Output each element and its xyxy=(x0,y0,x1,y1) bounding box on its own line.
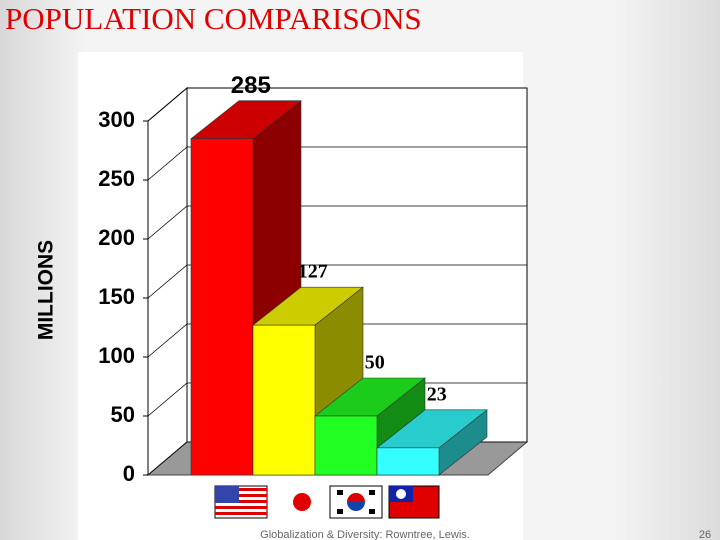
y-tick-label: 300 xyxy=(98,107,135,132)
y-axis-label: MILLIONS xyxy=(35,240,58,340)
grid-line xyxy=(147,146,527,181)
data-label: 127 xyxy=(298,261,328,283)
flag-usa xyxy=(214,485,268,519)
bar xyxy=(252,324,316,476)
y-tick-label: 0 xyxy=(123,461,135,486)
grid-line xyxy=(147,264,527,299)
grid-line xyxy=(147,87,527,122)
flag-korea xyxy=(329,485,383,519)
plot: 0 50 100 150 200 250 300 285 127 50 23 xyxy=(98,72,529,486)
slide-title: POPULATION COMPARISONS xyxy=(5,1,422,36)
grid-line xyxy=(147,205,527,240)
bar xyxy=(376,447,440,476)
flags xyxy=(214,485,440,519)
flag-taiwan xyxy=(388,485,440,519)
data-label: 23 xyxy=(427,383,447,405)
bar xyxy=(314,415,378,476)
flag-japan xyxy=(293,493,311,511)
page-number: 26 xyxy=(699,529,711,540)
data-label: 50 xyxy=(365,352,385,374)
y-tick-label: 150 xyxy=(98,284,135,309)
y-tick-label: 250 xyxy=(98,166,135,191)
bar xyxy=(190,138,254,476)
grid-line xyxy=(147,323,527,358)
footer-source: Globalization & Diversity: Rowntree, Lew… xyxy=(260,529,470,540)
y-tick-label: 50 xyxy=(111,402,135,427)
y-tick-label: 100 xyxy=(98,343,135,368)
data-label: 285 xyxy=(231,72,271,99)
y-tick-label: 200 xyxy=(98,225,135,250)
